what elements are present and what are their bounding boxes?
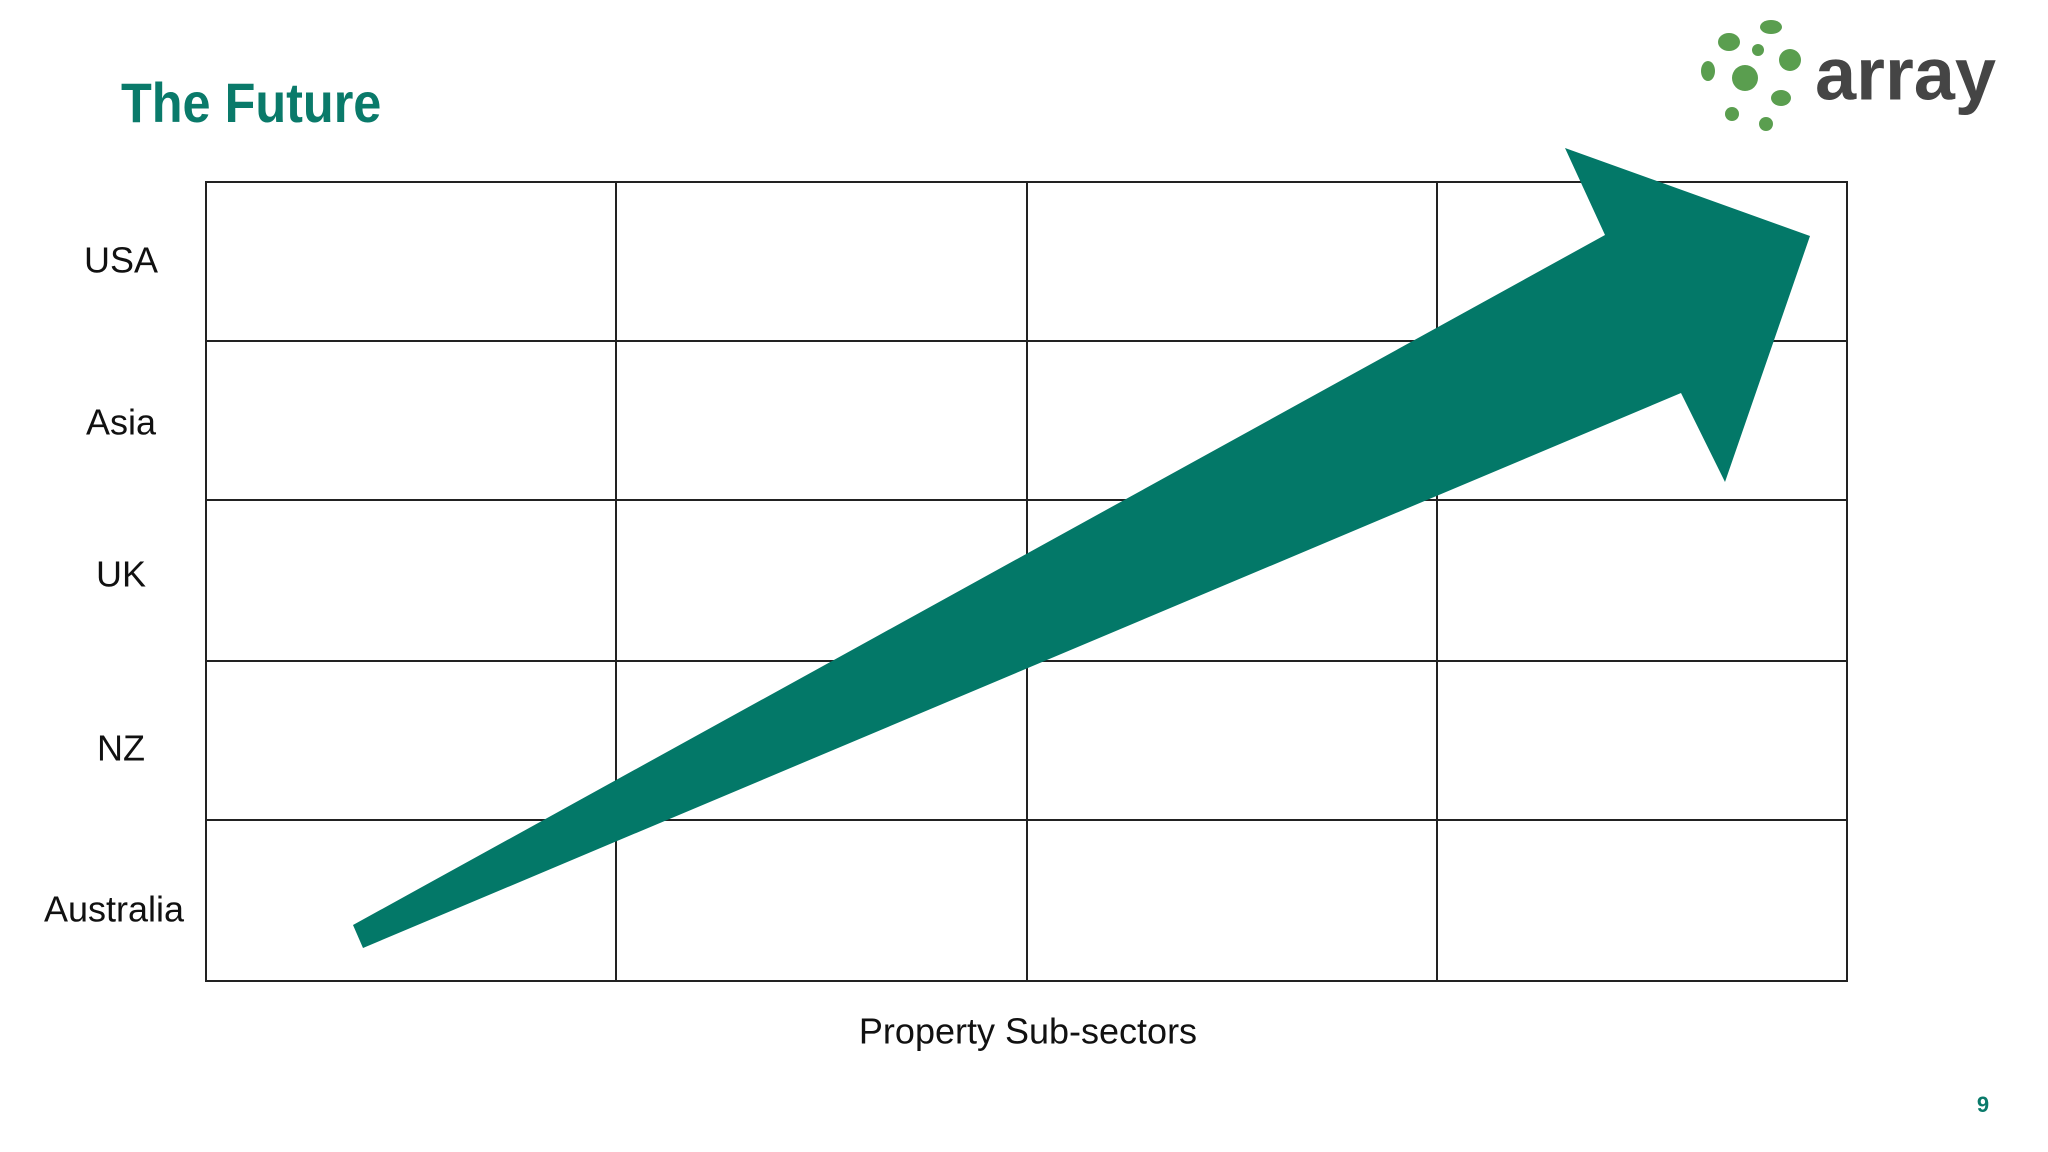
logo-dot (1701, 61, 1715, 81)
logo-text: array (1815, 33, 1996, 116)
row-label: USA (84, 240, 158, 281)
x-axis-label: Property Sub-sectors (859, 1011, 1197, 1052)
logo-dot (1759, 117, 1773, 131)
logo-dot (1725, 107, 1739, 121)
logo (1701, 20, 1801, 131)
growth-arrow (353, 148, 1810, 948)
logo-dot (1732, 65, 1758, 91)
logo-dot (1752, 44, 1764, 56)
row-label: Australia (44, 889, 185, 930)
logo-dot (1771, 90, 1791, 106)
logo-dot (1779, 49, 1801, 71)
page-number: 9 (1977, 1092, 1989, 1117)
row-label: NZ (97, 728, 145, 769)
row-label: Asia (86, 402, 157, 443)
logo-dot (1718, 33, 1740, 51)
slide-title: The Future (121, 72, 381, 134)
row-label: UK (96, 554, 146, 595)
logo-dot (1760, 20, 1782, 34)
